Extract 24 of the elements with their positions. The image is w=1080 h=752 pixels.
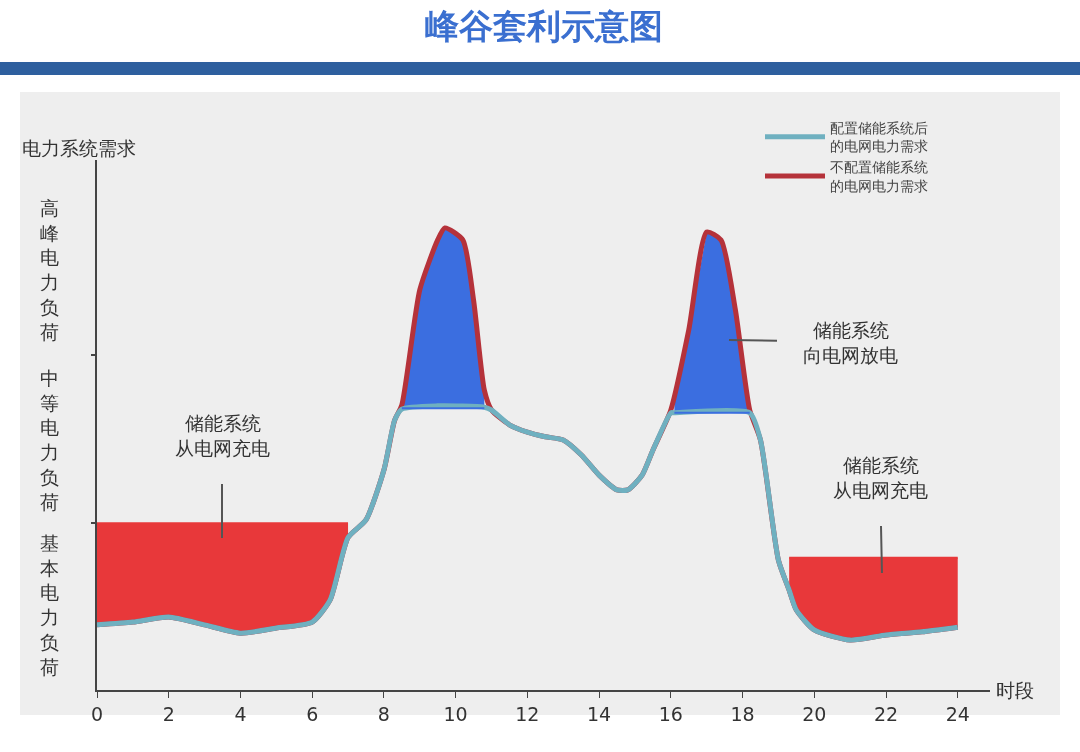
x-tick-label: 16 (658, 702, 683, 725)
x-axis-title: 时段 (996, 679, 1034, 701)
x-tick-label: 6 (306, 702, 319, 725)
text: 基本电力负荷 (40, 532, 59, 678)
x-tick-label: 0 (90, 702, 104, 725)
y-axis-title: 电力系统需求 (22, 137, 136, 159)
x-tick-label: 12 (515, 702, 540, 725)
x-tick-label: 20 (802, 702, 827, 725)
x-tick-label: 18 (730, 702, 755, 725)
legend-label: 不配置储能系统的电网电力需求 (830, 159, 928, 194)
annotation: 储能系统从电网充电 (833, 454, 928, 501)
x-tick-label: 8 (377, 702, 390, 725)
x-tick-label: 22 (873, 702, 899, 725)
annotation: 储能系统向电网放电 (803, 319, 898, 366)
x-tick-label: 4 (234, 702, 247, 725)
x-tick-label: 24 (945, 702, 970, 725)
x-tick-label: 2 (162, 702, 175, 725)
text: 高峰电力负荷 (40, 197, 59, 343)
x-tick-label: 14 (587, 702, 612, 725)
chart-title: 峰谷套利示意图 (424, 5, 663, 46)
x-tick-label: 10 (443, 702, 468, 725)
annotation: 储能系统从电网充电 (175, 412, 270, 459)
legend-label: 配置储能系统后的电网电力需求 (830, 120, 928, 155)
text: 中等电力负荷 (40, 367, 59, 513)
